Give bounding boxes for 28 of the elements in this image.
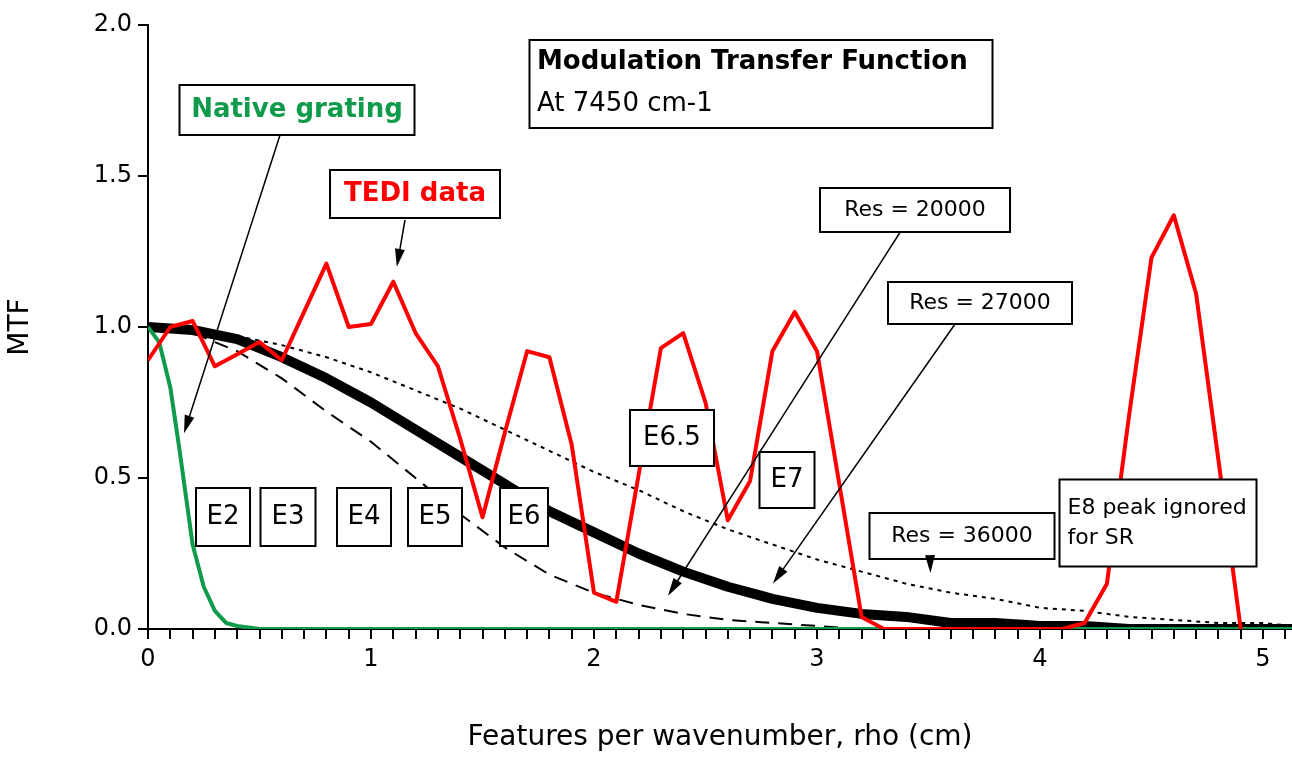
annotation: E8 peak ignored for SR — [1067, 493, 1247, 549]
y-tick-label: 0.0 — [93, 613, 132, 642]
x-tick-label: 4 — [1032, 643, 1048, 672]
text: Res = 27000 — [909, 288, 1051, 314]
y-axis-title: MTF — [2, 298, 36, 356]
x-tick-label: 2 — [586, 643, 602, 672]
x-tick-label: 3 — [809, 643, 825, 672]
annotation: E5 — [418, 499, 452, 530]
x-axis-title: Features per wavenumber, rho (cm) — [467, 719, 973, 753]
y-tick-label: 2.0 — [93, 9, 132, 38]
annotation: E7 — [770, 462, 804, 493]
x-tick-label: 5 — [1255, 643, 1271, 672]
text: At 7450 cm-1 — [537, 86, 713, 117]
annotation: E6 — [507, 499, 541, 530]
series-label: Res = 36000 — [891, 521, 1033, 547]
text: Modulation Transfer Function — [537, 44, 968, 75]
text: Res = 20000 — [844, 195, 986, 221]
y-tick-label: 1.5 — [93, 160, 132, 189]
text: Native grating — [191, 92, 403, 123]
annotation: E4 — [347, 499, 381, 530]
y-tick-label: 0.5 — [93, 462, 132, 491]
annotation: E6.5 — [643, 420, 701, 451]
text: TEDI data — [344, 176, 486, 207]
annotation: E3 — [271, 499, 305, 530]
x-tick-label: 1 — [363, 643, 379, 672]
y-tick-label: 1.0 — [93, 311, 132, 340]
x-tick-label: 0 — [140, 643, 156, 672]
annotation: E2 — [206, 499, 240, 530]
